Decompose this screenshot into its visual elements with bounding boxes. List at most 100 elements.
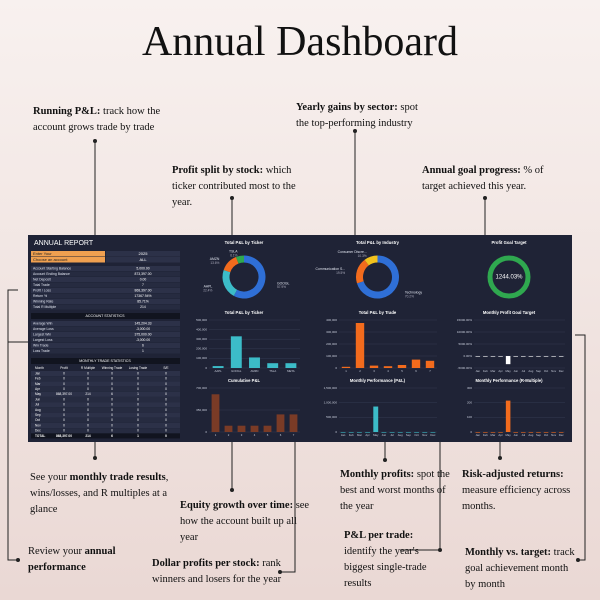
x-tick-label: Apr — [365, 433, 369, 437]
donut-slice — [356, 255, 399, 299]
stat-label: Largest Win — [33, 332, 51, 336]
x-tick-label: 7 — [293, 433, 295, 437]
x-tick-label: AAPL — [215, 369, 223, 373]
table-cell: 0 — [165, 408, 167, 412]
table-cell: 0 — [165, 392, 167, 396]
chart-title: Cumulative P&L — [228, 378, 261, 383]
table-cell: 0 — [87, 397, 89, 401]
table-cell: 214 — [85, 434, 91, 438]
table-cell: 0 — [63, 429, 65, 433]
stat-label: Return % — [33, 294, 47, 298]
stat-label: Average Win — [33, 321, 52, 325]
stat-label: Net Deposit — [33, 277, 51, 281]
stat-value: 375,000.00 — [135, 332, 152, 336]
table-cell: 0 — [137, 371, 139, 375]
bar — [373, 406, 379, 432]
section-title: MONTHLY TRADE STATISTICS — [79, 359, 131, 363]
row-bg — [31, 271, 180, 277]
table-cell: 0 — [111, 371, 113, 375]
y-tick-label: 350,000 — [196, 408, 207, 412]
x-tick-label: Jun — [513, 433, 518, 437]
table-cell: 0 — [137, 418, 139, 422]
input-value-bg — [106, 257, 180, 263]
column-header: Losing Trade — [129, 366, 148, 370]
y-tick-label: 200,000 — [326, 342, 337, 346]
x-tick-label: Nov — [422, 433, 428, 437]
x-tick-label: May — [373, 433, 379, 437]
table-cell: 0 — [137, 408, 139, 412]
table-cell: 0 — [87, 408, 89, 412]
x-tick-label: Dec — [559, 433, 565, 437]
table-cell: 0 — [111, 377, 113, 381]
stat-value: 868,397.00 — [135, 288, 152, 292]
bar — [237, 425, 246, 432]
x-tick-label: 1 — [215, 433, 217, 437]
x-tick-label: 4 — [254, 433, 256, 437]
x-tick-label: Jun — [513, 369, 518, 373]
y-tick-label: 1,000,000 — [324, 400, 338, 404]
row-bg — [31, 332, 180, 337]
table-cell: 0 — [87, 387, 89, 391]
section-bar — [31, 358, 180, 364]
table-cell: 1 — [137, 434, 139, 438]
chart-title: Monthly Performance (P&L) — [350, 378, 406, 383]
bar — [348, 432, 354, 433]
bar — [405, 432, 411, 433]
row-bg — [31, 371, 180, 376]
row-bg — [31, 402, 180, 408]
table-cell: 0 — [63, 377, 65, 381]
x-tick-label: AMZN — [251, 369, 259, 373]
bar — [483, 356, 488, 357]
stat-value: 17367.94% — [134, 294, 151, 298]
stat-label: Total R Multiple — [33, 305, 56, 309]
y-tick-label: 500,000 — [196, 318, 207, 322]
table-cell: 0 — [165, 423, 167, 427]
y-tick-label: 5000.00% — [458, 342, 472, 346]
table-cell: 0 — [111, 382, 113, 386]
column-header: Winning Trade — [102, 366, 123, 370]
row-bg — [31, 412, 180, 418]
bar — [397, 365, 407, 368]
column-header: Month — [35, 366, 44, 370]
bar — [536, 432, 541, 433]
y-tick-label: 0.00% — [463, 354, 472, 358]
table-cell: 868,397.00 — [56, 392, 72, 396]
bar — [498, 432, 503, 433]
x-tick-label: Jun — [382, 433, 387, 437]
table-cell: May — [35, 392, 41, 396]
x-tick-label: Mar — [357, 433, 362, 437]
y-tick-label: 100 — [467, 415, 472, 419]
bar — [249, 357, 260, 368]
stat-value: 6 — [142, 343, 144, 347]
stat-value: 5,000.00 — [136, 266, 149, 270]
table-cell: 0 — [165, 413, 167, 417]
y-tick-label: 200,000 — [196, 347, 207, 351]
donut-slice — [235, 255, 245, 264]
table-cell: 0 — [111, 387, 113, 391]
goal-value: 1244.03% — [495, 275, 523, 281]
stat-label: Largest Loss — [33, 338, 53, 342]
stat-value: -3,000.00 — [136, 327, 150, 331]
bar — [422, 432, 428, 433]
slice-value: 10.3% — [358, 254, 367, 258]
slice-label: Communication S... — [316, 267, 346, 271]
table-cell: Dec — [35, 429, 41, 433]
row-bg — [31, 299, 180, 304]
x-tick-label: Sep — [536, 433, 541, 437]
y-tick-label: 300,000 — [326, 330, 337, 334]
table-cell: 0 — [63, 413, 65, 417]
row-bg — [31, 376, 180, 382]
chart-title: Total P&L by Industry — [356, 240, 400, 245]
bar — [558, 356, 564, 357]
table-cell: 0 — [111, 408, 113, 412]
bar — [381, 432, 387, 433]
x-tick-label: Jan — [341, 433, 346, 437]
bar — [521, 356, 526, 357]
row-bg — [31, 391, 180, 397]
row-bg — [31, 428, 180, 434]
input-label: Enter Your — [33, 251, 52, 256]
table-cell: 0 — [111, 429, 113, 433]
row-bg — [31, 343, 180, 348]
x-tick-label: Jan — [476, 433, 481, 437]
chart-title: Total P&L by Trade — [359, 310, 397, 315]
